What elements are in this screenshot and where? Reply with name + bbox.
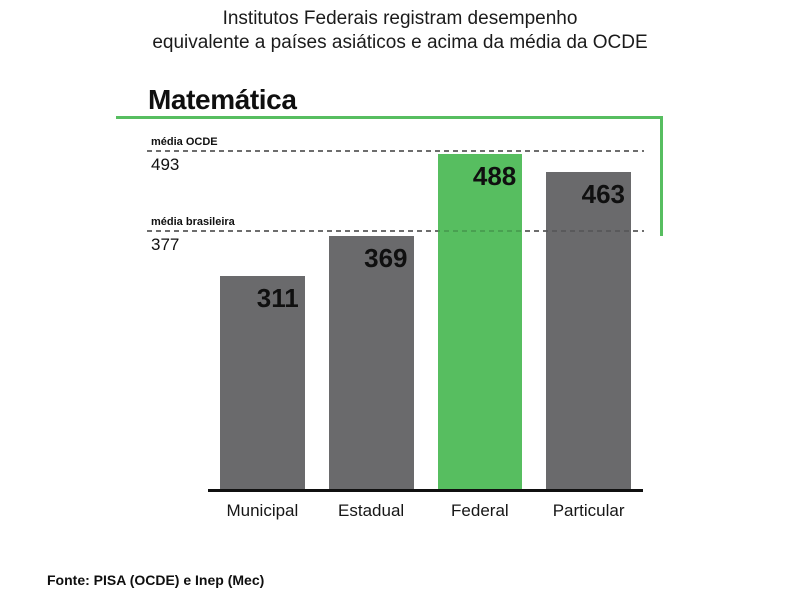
bar-column-federal: 488 Federal	[437, 117, 523, 520]
page-title-line1: Institutos Federais registram desempenho	[222, 8, 578, 29]
bar-column-particular: 463 Particular	[546, 117, 631, 520]
bar-value-federal: 488	[472, 161, 517, 191]
ref-line-ocde: média OCDE 493	[147, 136, 644, 174]
ref-line-brasileira: média brasileira 377	[147, 216, 644, 254]
bar-federal: 488	[437, 154, 523, 491]
ref-label-ocde: média OCDE	[151, 136, 218, 148]
page-title-line2: equivalente a países asiáticos e acima d…	[152, 32, 648, 53]
bar-value-particular: 463	[581, 179, 625, 209]
bar-value-municipal: 311	[256, 283, 299, 313]
ref-value-ocde: 493	[151, 155, 180, 174]
bar-value-estadual: 369	[364, 243, 408, 273]
category-label-federal: Federal	[451, 501, 509, 520]
source-note: Fonte: PISA (OCDE) e Inep (Mec)	[47, 572, 265, 588]
accent-bracket-vertical-line	[660, 116, 663, 236]
plot-area: 311 Municipal 369 Estadual 488 Federal 4…	[208, 117, 643, 520]
ref-label-brasileira: média brasileira	[151, 216, 235, 228]
bar-column-municipal: 311 Municipal	[220, 117, 305, 520]
category-label-estadual: Estadual	[338, 501, 405, 520]
bar-particular: 463	[546, 172, 631, 491]
x-axis-line	[208, 489, 643, 492]
category-label-municipal: Municipal	[226, 501, 299, 520]
category-label-particular: Particular	[552, 501, 625, 520]
accent-bracket-horizontal-line	[116, 116, 663, 119]
bar-estadual: 369	[328, 236, 414, 491]
ref-line-brasileira-overlay	[147, 230, 644, 232]
ref-line-ocde-overlay	[147, 150, 644, 152]
bar-municipal: 311	[220, 276, 305, 491]
ref-value-brasileira: 377	[151, 235, 180, 254]
page-title: Institutos Federais registram desempenho…	[0, 7, 800, 55]
chart-heading: Matemática	[148, 84, 297, 115]
bar-column-estadual: 369 Estadual	[328, 117, 414, 520]
